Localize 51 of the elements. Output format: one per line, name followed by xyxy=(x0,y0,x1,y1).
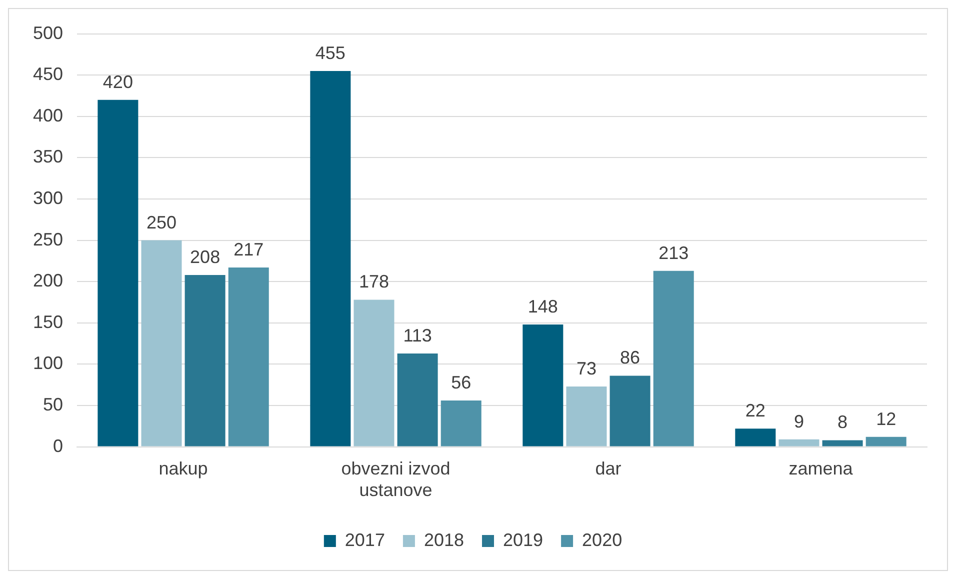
y-tick-label: 350 xyxy=(32,146,64,167)
legend-label: 2019 xyxy=(503,530,544,550)
bar xyxy=(440,400,482,446)
data-label: 250 xyxy=(146,212,177,232)
x-tick-label: dar xyxy=(595,458,622,479)
bar xyxy=(98,100,138,446)
data-label: 208 xyxy=(190,246,220,267)
y-tick-label: 500 xyxy=(32,22,64,43)
x-tick-label: obvezni izvod ustanove xyxy=(341,458,450,500)
y-tick-label: 0 xyxy=(53,436,64,456)
data-label: 73 xyxy=(576,358,596,378)
bar xyxy=(610,376,650,446)
y-tick-label: 200 xyxy=(32,270,64,291)
bar xyxy=(184,274,226,446)
legend-label: 2017 xyxy=(344,530,385,550)
y-tick-label: 400 xyxy=(32,105,64,126)
bar xyxy=(522,324,564,446)
bar xyxy=(141,240,182,446)
data-label: 8 xyxy=(838,412,848,432)
data-label: 12 xyxy=(876,408,896,429)
data-label: 420 xyxy=(102,72,133,92)
data-label: 56 xyxy=(451,372,472,393)
x-tick-label: nakup xyxy=(158,458,208,479)
bar xyxy=(822,440,863,446)
bar xyxy=(566,386,607,446)
legend-label: 2020 xyxy=(582,530,622,550)
legend-label: 2018 xyxy=(424,530,464,550)
x-tick-label: zamena xyxy=(788,458,854,479)
data-label: 217 xyxy=(234,240,264,260)
y-tick-label: 150 xyxy=(32,312,64,332)
data-label: 178 xyxy=(358,272,390,292)
y-tick-label: 450 xyxy=(32,64,64,84)
data-label: 455 xyxy=(315,42,346,63)
data-label: 22 xyxy=(745,400,766,421)
bar xyxy=(310,70,351,446)
data-label: 86 xyxy=(620,348,640,368)
bar xyxy=(354,300,394,446)
bar xyxy=(866,436,906,446)
data-label: 9 xyxy=(794,411,804,432)
data-label: 148 xyxy=(528,296,558,317)
bar xyxy=(653,270,694,446)
bar xyxy=(735,428,776,446)
bar xyxy=(228,268,269,446)
y-tick-label: 100 xyxy=(32,353,64,374)
y-tick-label: 300 xyxy=(32,188,64,208)
data-label: 213 xyxy=(658,242,689,263)
bar xyxy=(397,353,438,446)
y-tick-label: 50 xyxy=(43,394,64,414)
data-label: 113 xyxy=(403,325,432,346)
y-tick-label: 250 xyxy=(32,229,64,250)
bar xyxy=(778,439,820,446)
